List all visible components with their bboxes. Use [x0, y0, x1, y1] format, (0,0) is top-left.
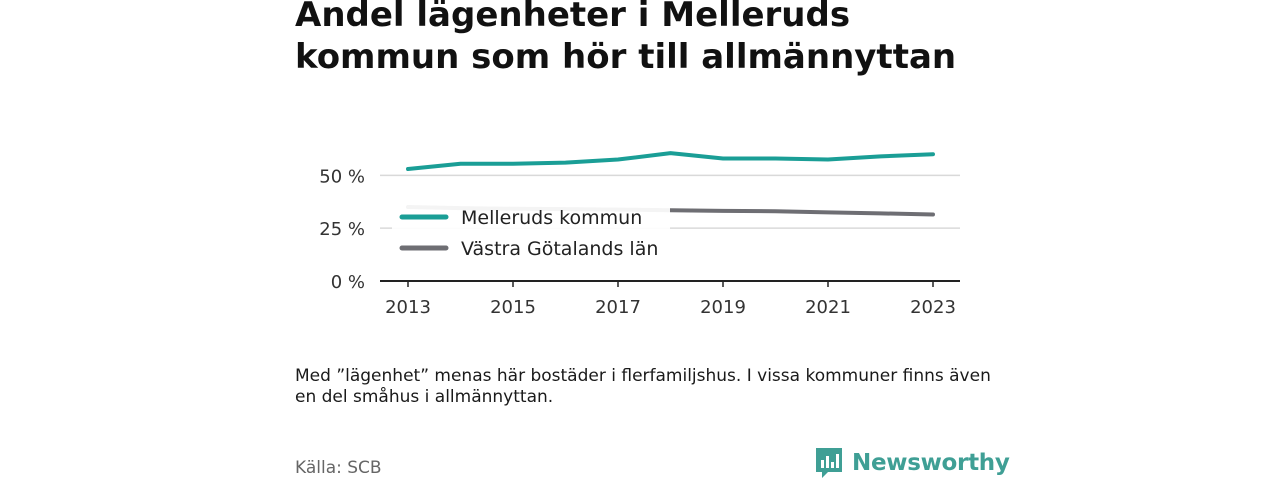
y-tick-label: 50 % — [319, 166, 365, 187]
y-tick-label: 25 % — [319, 219, 365, 240]
axis-layer: 0 % 25 % 50 % 2013 2015 2017 2019 2021 2023 — [319, 166, 960, 318]
brand-name: Newsworthy — [852, 450, 1010, 476]
newsworthy-logo-icon — [816, 448, 842, 478]
y-tick-label: 0 % — [331, 272, 365, 293]
x-tick-label: 2017 — [595, 297, 641, 318]
legend: Melleruds kommun Västra Götalands län — [392, 202, 670, 272]
legend-label: Västra Götalands län — [461, 238, 658, 260]
legend-background — [392, 202, 670, 272]
x-tick-label: 2021 — [805, 297, 851, 318]
x-tick-label: 2023 — [910, 297, 956, 318]
chart-note: Med ”lägenhet” menas här bostäder i fler… — [295, 366, 991, 407]
chart-title: Andel lägenheter i Melleruds kommun som … — [295, 0, 957, 77]
source-label: Källa: SCB — [295, 458, 382, 478]
legend-label: Melleruds kommun — [461, 207, 642, 229]
brand-logo[interactable]: Newsworthy — [814, 446, 1010, 480]
x-tick-label: 2013 — [385, 297, 431, 318]
x-tick-label: 2019 — [700, 297, 746, 318]
x-tick-label: 2015 — [490, 297, 536, 318]
series-line — [406, 151, 935, 172]
